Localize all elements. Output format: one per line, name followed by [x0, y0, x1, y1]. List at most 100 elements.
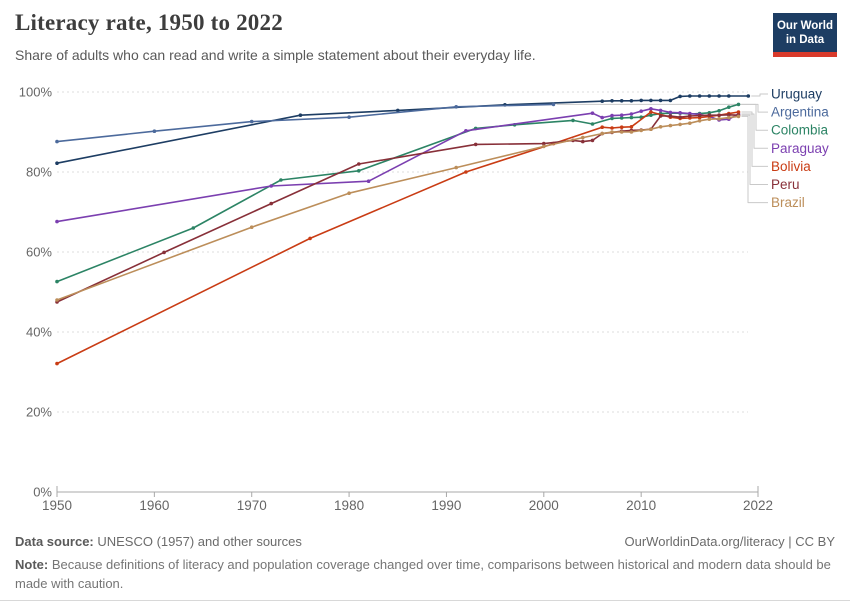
data-point-paraguay — [600, 115, 604, 120]
data-point-brazil — [542, 144, 546, 149]
legend-label-brazil[interactable]: Brazil — [771, 195, 805, 210]
data-point-argentina — [55, 139, 59, 144]
data-point-argentina — [347, 115, 351, 119]
data-point-brazil — [610, 130, 614, 134]
data-point-colombia — [357, 169, 361, 173]
data-point-brazil — [347, 191, 351, 195]
legend-label-bolivia[interactable]: Bolivia — [771, 159, 811, 174]
data-point-brazil — [688, 121, 692, 125]
data-point-peru — [678, 115, 682, 119]
data-point-paraguay — [639, 109, 643, 113]
data-point-colombia — [191, 226, 196, 230]
data-point-uruguay — [600, 99, 604, 103]
legend-connector-paraguay — [741, 113, 768, 149]
data-point-argentina — [551, 102, 556, 107]
chart-footer: Data source: UNESCO (1957) and other sou… — [15, 534, 835, 549]
legend-label-colombia[interactable]: Colombia — [771, 123, 829, 138]
x-tick-label-2022: 2022 — [743, 498, 773, 513]
data-point-uruguay — [717, 94, 721, 98]
data-point-paraguay — [55, 219, 59, 224]
data-point-bolivia — [600, 125, 604, 129]
data-point-colombia — [736, 102, 741, 107]
series-line-bolivia — [56, 111, 740, 365]
data-point-bolivia — [736, 110, 741, 114]
data-point-peru — [688, 114, 692, 118]
legend-label-paraguay[interactable]: Paraguay — [771, 141, 829, 156]
legend-connector-brazil — [741, 115, 768, 204]
data-point-colombia — [571, 118, 575, 123]
series-line-brazil — [56, 115, 740, 301]
y-tick-label-100: 100% — [19, 85, 53, 100]
chart-note: Note: Because definitions of literacy an… — [15, 556, 835, 594]
data-point-uruguay — [639, 98, 643, 103]
data-point-uruguay — [678, 94, 682, 99]
data-point-paraguay — [629, 112, 634, 116]
x-tick-label-2010: 2010 — [626, 498, 656, 513]
data-point-brazil — [249, 225, 254, 229]
data-point-brazil — [717, 117, 721, 121]
note-label: Note: — [15, 557, 49, 572]
data-point-colombia — [717, 109, 721, 113]
data-point-uruguay — [707, 94, 712, 98]
data-point-brazil — [678, 122, 682, 127]
data-point-brazil — [629, 130, 634, 134]
data-point-uruguay — [727, 94, 731, 98]
data-point-peru — [581, 139, 585, 144]
data-point-uruguay — [396, 108, 400, 113]
data-point-argentina — [152, 129, 157, 133]
data-point-peru — [668, 114, 673, 118]
data-point-uruguay — [697, 94, 702, 98]
data-point-bolivia — [308, 236, 312, 241]
data-source-label: Data source: — [15, 534, 94, 549]
data-point-uruguay — [668, 98, 673, 103]
data-point-colombia — [629, 115, 634, 120]
data-point-peru — [162, 250, 166, 255]
x-tick-label-1950: 1950 — [42, 498, 72, 513]
data-point-brazil — [727, 115, 731, 120]
chart-subtitle: Share of adults who can read and write a… — [15, 47, 536, 63]
legend-label-argentina[interactable]: Argentina — [771, 105, 829, 120]
data-point-brazil — [697, 119, 702, 123]
legend-connector-peru — [741, 114, 768, 185]
series-line-colombia — [56, 103, 740, 283]
data-point-uruguay — [629, 99, 634, 103]
x-tick-label-1970: 1970 — [237, 498, 267, 513]
owid-license-link[interactable]: OurWorldinData.org/literacy | CC BY — [624, 534, 835, 549]
data-source-text: UNESCO (1957) and other sources — [93, 534, 302, 549]
data-point-uruguay — [688, 94, 692, 98]
data-point-colombia — [649, 113, 653, 117]
page-title: Literacy rate, 1950 to 2022 — [15, 10, 283, 35]
legend-label-peru[interactable]: Peru — [771, 177, 800, 192]
y-tick-label-40: 40% — [26, 325, 52, 340]
data-point-brazil — [581, 135, 585, 140]
series-line-paraguay — [56, 108, 740, 223]
data-point-uruguay — [610, 99, 614, 103]
data-point-uruguay — [298, 113, 303, 117]
owid-logo-line1: Our World — [776, 20, 833, 32]
data-point-paraguay — [668, 110, 673, 115]
data-point-peru — [727, 113, 731, 117]
legend-label-uruguay[interactable]: Uruguay — [771, 87, 822, 102]
data-point-brazil — [658, 125, 663, 129]
data-point-paraguay — [649, 107, 653, 111]
data-point-bolivia — [629, 125, 634, 129]
data-point-bolivia — [619, 125, 624, 129]
data-point-brazil — [55, 298, 59, 302]
data-point-brazil — [736, 114, 741, 119]
data-point-paraguay — [464, 129, 468, 133]
owid-logo-line2: in Data — [785, 34, 825, 47]
y-tick-label-80: 80% — [26, 165, 52, 180]
note-text: Because definitions of literacy and popu… — [15, 557, 831, 591]
y-tick-label-60: 60% — [26, 245, 52, 260]
data-point-brazil — [649, 127, 653, 131]
data-point-peru — [590, 138, 595, 143]
data-point-peru — [473, 142, 478, 147]
data-point-colombia — [590, 122, 595, 126]
data-point-uruguay — [55, 161, 59, 165]
owid-logo[interactable]: Our World in Data — [773, 13, 837, 57]
data-point-uruguay — [658, 98, 663, 103]
x-tick-label-1960: 1960 — [139, 498, 169, 513]
data-point-peru — [707, 113, 712, 117]
data-point-brazil — [454, 165, 459, 170]
